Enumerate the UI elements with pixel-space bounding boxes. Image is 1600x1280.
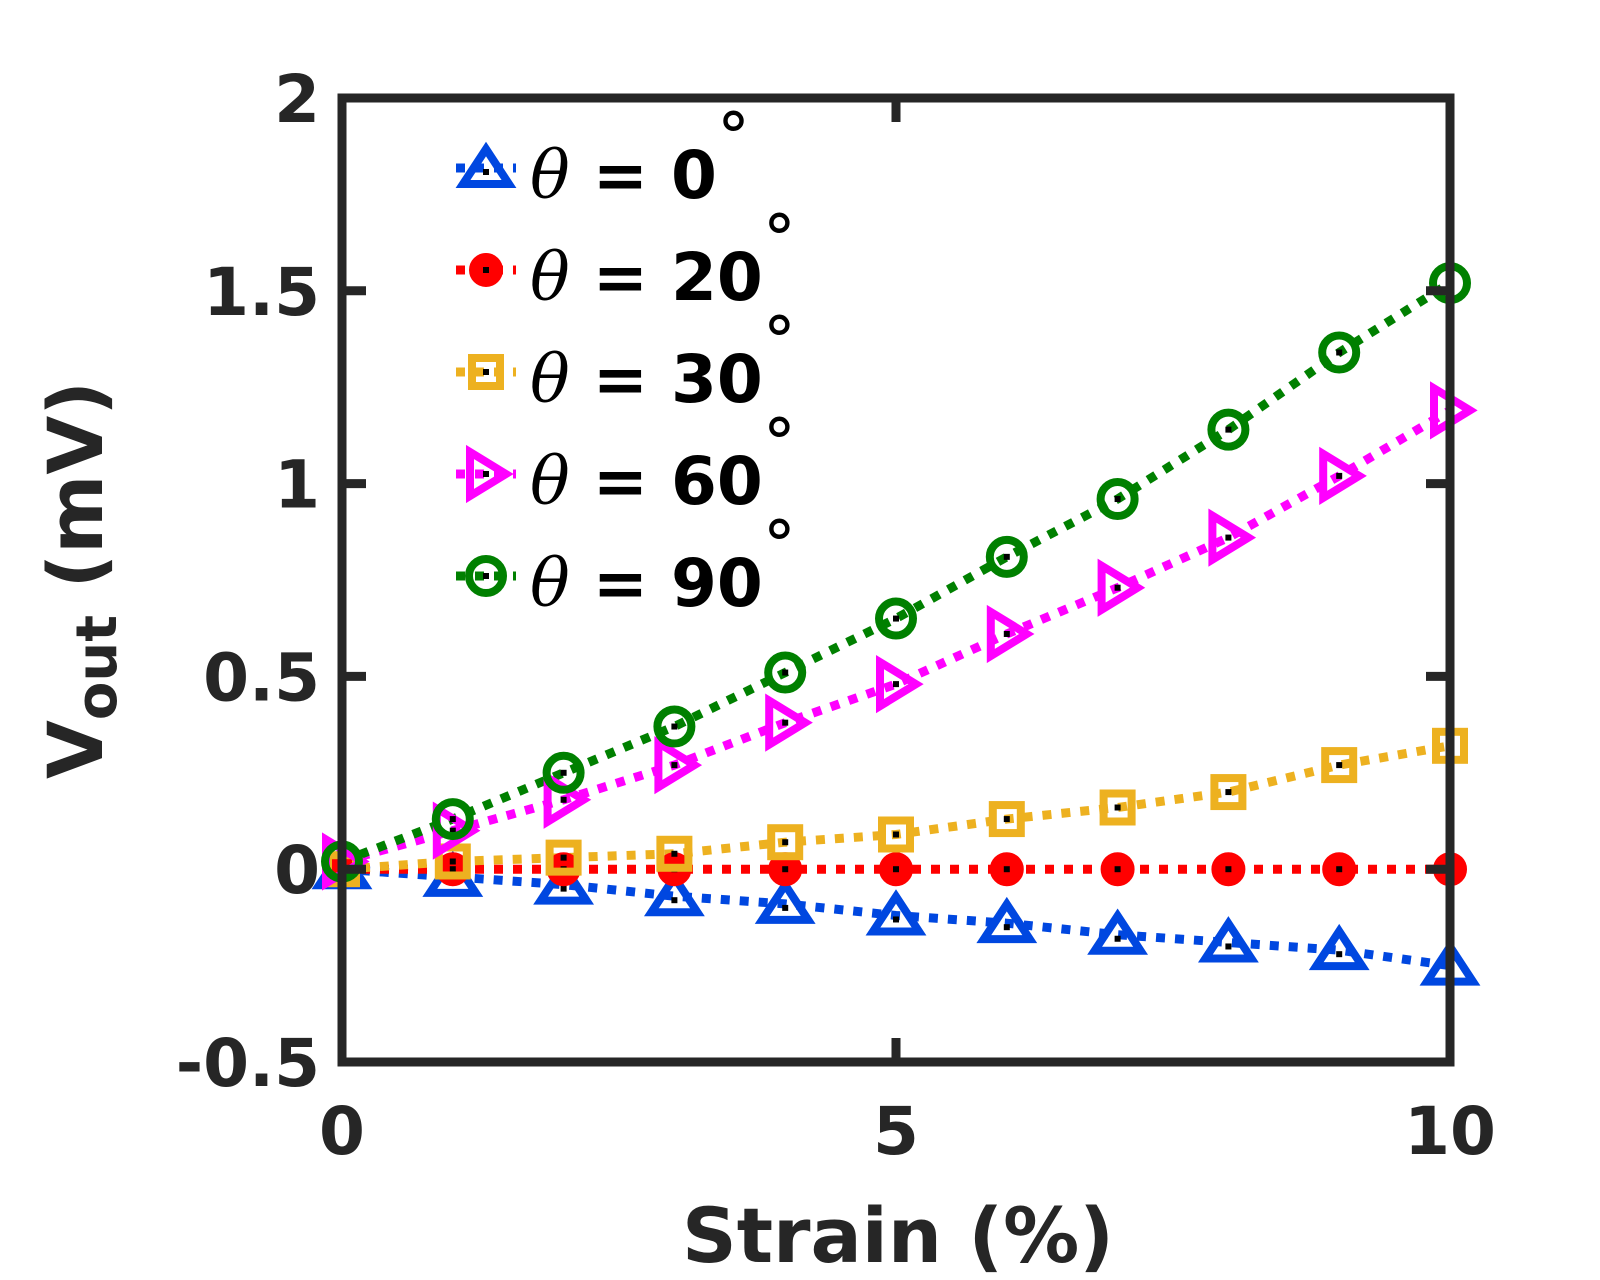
series-line-3 (340, 406, 1453, 866)
series-1-point-4 (768, 852, 803, 887)
y-tick-label: -0.5 (176, 1025, 320, 1102)
series-0-point-9 (1308, 923, 1370, 971)
legend-marker-3 (466, 444, 514, 504)
series-0-point-6 (976, 896, 1038, 944)
series-2-point-3 (656, 835, 693, 872)
series-3-point-9 (1319, 446, 1367, 506)
y-axis-label: Vout (mV) (31, 381, 130, 779)
series-4-point-4 (764, 651, 807, 694)
series-3-point-8 (1208, 508, 1257, 567)
series-2-point-9 (1321, 747, 1358, 784)
series-1-point-5 (879, 852, 913, 887)
series-4-point-8 (1207, 408, 1250, 451)
legend-item-1: θ = 20° (456, 201, 796, 316)
legend-item-2: θ = 30° (456, 303, 796, 418)
series-0-point-7 (1087, 908, 1149, 955)
y-axis-label-unit: (mV) (31, 381, 120, 615)
series-0-point-4 (754, 877, 816, 924)
axes: 0 5 10-0.500.511.52 (176, 61, 1496, 1170)
series-0-point-3 (643, 869, 705, 917)
series-0-point-5 (865, 889, 927, 936)
series-2-point-8 (1210, 774, 1247, 811)
legend-marker-0 (455, 141, 517, 188)
series-3-point-6 (986, 604, 1035, 664)
series-3-point-5 (876, 654, 924, 714)
y-axis-label-subscript: out (65, 615, 130, 720)
series-4-point-1 (431, 798, 474, 841)
series-2-point-4 (767, 824, 804, 861)
legend-label-1: θ = 20° (530, 201, 796, 316)
x-tick-label: 5 (873, 1093, 919, 1170)
series-line-0 (341, 864, 1451, 971)
legend-label-0: θ = 0° (530, 99, 750, 214)
series-1-point-9 (1322, 852, 1357, 887)
series-4-point-3 (653, 705, 696, 748)
series-0-point-8 (1197, 916, 1259, 963)
series-3-point-3 (654, 735, 703, 795)
legend-item-4: θ = 90° (456, 507, 796, 622)
series-3-point-4 (765, 693, 813, 752)
y-tick-label: 1 (274, 447, 320, 524)
y-axis-label-main: V (31, 720, 120, 779)
legend-label-4: θ = 90° (530, 507, 796, 622)
series-2-point-5 (878, 816, 914, 853)
series-4-point-7 (1096, 478, 1139, 521)
legend-item-0: θ = 0° (455, 99, 750, 214)
y-tick-label: 0.5 (203, 639, 320, 716)
x-tick-label: 0 (319, 1093, 365, 1170)
legend-label-2: θ = 30° (530, 303, 796, 418)
legend: θ = 0°θ = 20°θ = 30°θ = 60°θ = 90° (455, 99, 796, 622)
y-tick-label: 1.5 (203, 254, 320, 331)
y-tick-label: 2 (274, 61, 320, 138)
series-4-point-5 (875, 597, 917, 640)
series-2-point-7 (1099, 789, 1136, 826)
x-tick-label: 10 (1404, 1093, 1496, 1170)
series-line-4 (340, 279, 1453, 866)
series-0-point-2 (533, 858, 595, 905)
series-1-point-6 (989, 852, 1024, 887)
plot-area (311, 262, 1481, 986)
legend-label-3: θ = 60° (530, 405, 796, 520)
legend-marker-1 (469, 253, 503, 287)
legend-item-3: θ = 60° (456, 405, 796, 520)
legend-marker-2 (468, 354, 504, 390)
series-4-point-2 (542, 751, 585, 794)
series-2-point-6 (988, 801, 1025, 838)
legend-marker-4 (465, 555, 507, 597)
series-4-point-9 (1318, 331, 1361, 374)
series-1-point-7 (1100, 852, 1135, 887)
series-1-point-8 (1211, 852, 1246, 887)
series-2-point-2 (545, 839, 582, 876)
y-tick-label: 0 (274, 832, 320, 909)
series-3-point-7 (1097, 558, 1146, 617)
series-4-point-6 (985, 535, 1028, 578)
x-axis-label: Strain (%) (682, 1191, 1114, 1280)
